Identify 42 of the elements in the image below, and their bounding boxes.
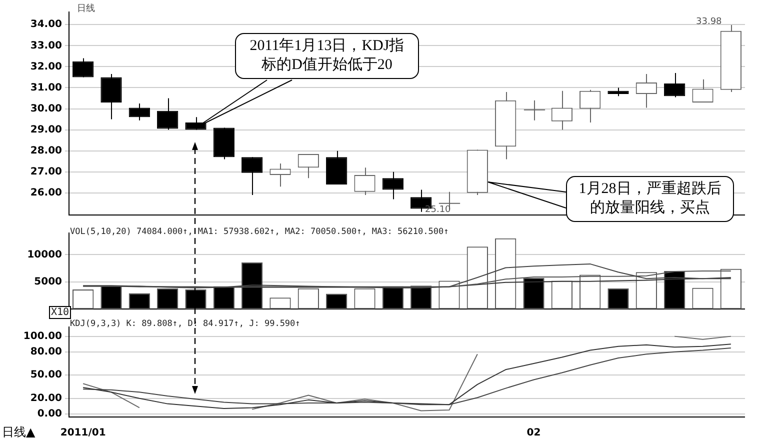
- y-tick-label: 80.00: [30, 346, 62, 358]
- candlestick: [382, 171, 404, 200]
- x-tick-label: 2011/01: [60, 428, 106, 439]
- candlestick: [551, 90, 572, 130]
- y-tick-label: 29.00: [30, 124, 62, 136]
- y-tick-label: 10000: [27, 249, 62, 260]
- candlestick: [128, 103, 150, 121]
- annotation: 1月28日，严重超跌后的放量阳线，买点: [566, 176, 734, 222]
- y-tick-label: 50.00: [30, 370, 62, 381]
- y-tick-label: 34.00: [30, 19, 62, 30]
- candlestick: [692, 78, 714, 103]
- candlestick: [242, 156, 263, 196]
- y-tick-label: 100.00: [23, 330, 62, 342]
- candlestick: [72, 58, 94, 78]
- candlestick: [636, 74, 657, 108]
- candlestick: [157, 98, 178, 130]
- y-tick-label: 30.00: [30, 103, 62, 114]
- annotation: 25.10: [425, 205, 451, 215]
- annotation: VOL(5,10,20) 74084.000↑, MA1: 57938.602↑, MA2: 70050.500↑, MA3: 56210.500↑: [70, 227, 449, 237]
- y-tick-label: 27.00: [30, 166, 62, 178]
- annotation: 2011年1月13日，KDJ指标的D值开始低于20: [235, 33, 419, 79]
- chart-title: 日线: [77, 2, 95, 15]
- candlestick: [664, 72, 686, 98]
- y-tick-label: 32.00: [30, 61, 62, 72]
- y-tick-label: 26.00: [30, 188, 62, 199]
- candlestick: [185, 116, 206, 130]
- candlestick: [523, 100, 546, 121]
- candlestick: [298, 153, 319, 179]
- candlestick: [100, 74, 122, 120]
- text: X10: [49, 306, 72, 319]
- y-tick-label: 28.00: [30, 145, 62, 156]
- y-tick-label: 31.00: [30, 82, 62, 94]
- candlestick: [270, 162, 291, 188]
- text: 日线▲: [2, 424, 36, 441]
- y-tick-label: 20.00: [30, 392, 62, 404]
- y-tick-label: 33.00: [30, 40, 62, 52]
- y-tick-label: 5000: [34, 276, 62, 288]
- annotation: 33.98: [696, 17, 722, 27]
- candlestick: [354, 167, 376, 196]
- candlestick: [580, 89, 601, 123]
- x-tick-label: 02: [526, 428, 541, 439]
- y-tick-label: 0.00: [37, 408, 62, 420]
